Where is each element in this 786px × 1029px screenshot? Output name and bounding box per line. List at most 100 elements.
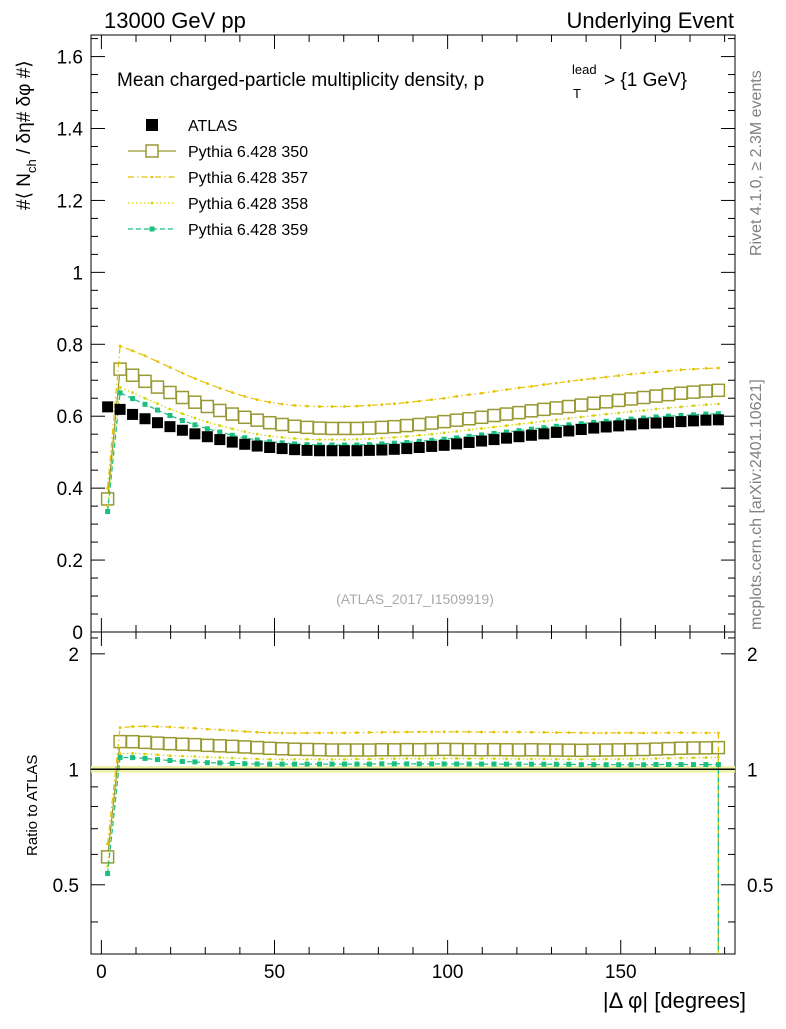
data-point bbox=[550, 426, 562, 438]
ratio-point bbox=[131, 751, 134, 755]
ratio-point bbox=[163, 736, 177, 751]
ratio-tick-label: 0.5 bbox=[53, 876, 79, 897]
data-point bbox=[225, 407, 240, 421]
data-point bbox=[638, 418, 650, 430]
ratio-point bbox=[604, 757, 608, 761]
ratio-axis-ticks: 0 50 100 150 0.5 0.5 1 1 2 2 bbox=[53, 632, 773, 983]
data-point bbox=[604, 375, 608, 379]
ratio-point bbox=[255, 730, 259, 734]
ratio-point bbox=[205, 755, 209, 759]
ratio-series-line bbox=[107, 740, 719, 954]
data-point bbox=[366, 442, 372, 448]
y-axis-label: #⟨ Nch / δη# δφ #⟩ bbox=[14, 60, 39, 210]
data-point bbox=[567, 416, 571, 420]
data-point bbox=[312, 421, 327, 435]
data-point bbox=[437, 414, 451, 429]
ratio-point bbox=[279, 761, 285, 767]
data-point bbox=[625, 419, 637, 431]
data-point bbox=[704, 366, 708, 370]
data-point bbox=[156, 402, 159, 406]
data-point bbox=[654, 407, 658, 411]
ratio-point bbox=[567, 731, 571, 734]
ratio-point bbox=[429, 761, 435, 767]
data-point bbox=[279, 440, 285, 446]
data-point bbox=[480, 391, 483, 395]
ratio-point bbox=[254, 761, 260, 767]
data-point bbox=[230, 391, 234, 394]
data-point bbox=[566, 422, 572, 428]
data-point bbox=[318, 438, 321, 441]
ratio-point bbox=[404, 761, 410, 767]
data-point bbox=[142, 401, 148, 407]
legend-marker bbox=[150, 175, 154, 179]
ratio-point bbox=[586, 743, 601, 757]
ratio-point bbox=[692, 731, 695, 735]
ratio-point bbox=[480, 730, 483, 734]
data-point bbox=[150, 380, 165, 394]
data-point bbox=[243, 430, 247, 434]
data-point bbox=[287, 419, 302, 434]
data-point bbox=[237, 410, 252, 425]
data-point bbox=[716, 366, 720, 370]
side-label-rivet: Rivet 4.1.0, ≥ 2.3M events bbox=[748, 70, 765, 256]
header-left-label: 13000 GeV pp bbox=[104, 8, 246, 33]
ratio-point bbox=[312, 742, 327, 757]
data-point bbox=[355, 404, 359, 408]
ratio-point bbox=[354, 761, 360, 767]
y-tick-label: 0.8 bbox=[57, 335, 83, 356]
ratio-point bbox=[192, 759, 198, 765]
y-tick-label: 1.4 bbox=[57, 120, 84, 141]
data-point bbox=[380, 403, 384, 407]
ratio-point bbox=[653, 761, 659, 767]
ratio-point bbox=[367, 757, 371, 761]
ratio-point bbox=[118, 726, 122, 730]
y-tick-label: 1.2 bbox=[57, 191, 83, 212]
data-point bbox=[541, 425, 547, 431]
ratio-point bbox=[113, 734, 127, 749]
ratio-tick-label: 1 bbox=[68, 760, 79, 781]
ratio-point bbox=[268, 757, 272, 761]
data-point bbox=[579, 378, 583, 382]
ratio-point bbox=[499, 743, 514, 757]
ratio-point bbox=[318, 731, 321, 735]
ratio-point bbox=[454, 761, 460, 767]
data-point bbox=[181, 412, 184, 416]
data-point bbox=[703, 411, 709, 417]
data-point bbox=[650, 417, 662, 429]
ratio-point bbox=[405, 730, 409, 734]
data-point bbox=[574, 398, 589, 412]
data-point bbox=[330, 405, 334, 408]
data-point bbox=[479, 432, 485, 438]
data-point bbox=[106, 486, 110, 490]
data-point bbox=[113, 362, 127, 376]
data-point bbox=[380, 436, 384, 440]
x-tick-label: 50 bbox=[264, 962, 285, 983]
ratio-point bbox=[442, 757, 446, 760]
data-point bbox=[487, 408, 501, 423]
data-point bbox=[442, 431, 446, 435]
ratio-point bbox=[567, 757, 571, 761]
data-point bbox=[188, 395, 202, 409]
ratio-series-pythia-6-428-358 bbox=[106, 751, 720, 954]
data-point bbox=[375, 420, 389, 435]
data-point bbox=[226, 436, 238, 448]
data-point bbox=[553, 423, 559, 429]
data-point bbox=[505, 388, 508, 392]
data-point bbox=[430, 398, 434, 402]
data-point bbox=[305, 404, 309, 408]
data-point bbox=[280, 436, 284, 439]
data-point bbox=[300, 420, 314, 435]
data-point bbox=[449, 413, 464, 427]
ratio-point bbox=[641, 762, 647, 768]
ratio-point bbox=[642, 757, 645, 761]
ratio-point bbox=[237, 740, 252, 754]
data-point bbox=[376, 444, 388, 456]
x-tick-label: 100 bbox=[432, 962, 464, 983]
data-point bbox=[451, 438, 463, 450]
data-point bbox=[474, 410, 489, 425]
ratio-point bbox=[617, 731, 621, 735]
data-point bbox=[350, 421, 364, 436]
data-point bbox=[653, 414, 659, 420]
ratio-point bbox=[280, 758, 284, 761]
ratio-point bbox=[505, 757, 508, 761]
